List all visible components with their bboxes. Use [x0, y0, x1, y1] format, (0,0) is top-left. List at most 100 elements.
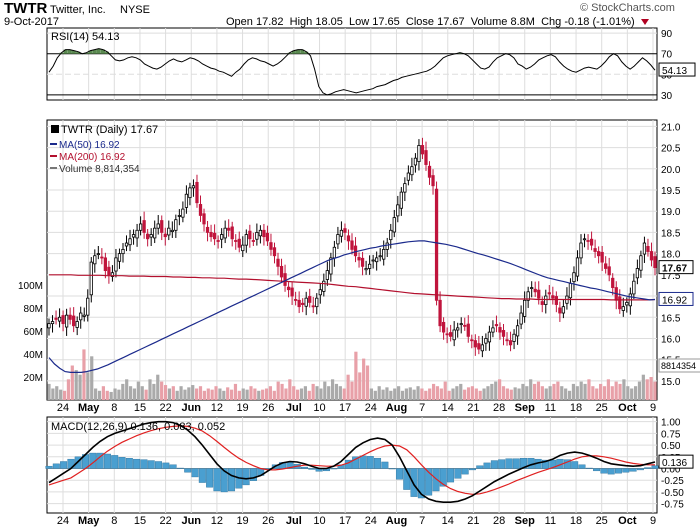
volume-bar: [296, 389, 300, 400]
volume-bar: [206, 388, 210, 400]
x-tick-label: 17: [339, 402, 351, 414]
ticker-symbol: TWTR: [4, 0, 48, 17]
volume-bar: [447, 390, 451, 400]
chart-date: 9-Oct-2017: [4, 16, 60, 28]
volume-bar: [233, 383, 238, 400]
volume-bar: [591, 386, 595, 400]
volume-bar: [171, 386, 175, 400]
x-tick-label-bottom: May: [78, 515, 100, 527]
volume-bar: [101, 386, 105, 400]
candle-body: [177, 215, 181, 217]
volume-bar: [156, 374, 160, 400]
volume-bar: [536, 381, 541, 400]
volume-bar: [109, 391, 113, 400]
volume-bar: [614, 381, 618, 400]
candle-body: [68, 314, 72, 320]
candle-body: [311, 305, 315, 308]
price-tick-label: 17.5: [661, 271, 681, 282]
macd-histogram-bar: [403, 468, 411, 490]
price-tick-label: 18.5: [661, 228, 681, 239]
candle-body: [501, 330, 506, 337]
x-tick-label-bottom: 22: [159, 515, 171, 527]
volume-bar: [51, 388, 55, 400]
candle-body: [54, 317, 58, 320]
candle-body: [459, 323, 463, 326]
volume-bar: [416, 386, 420, 400]
macd-tick-label: 0.75: [661, 429, 681, 440]
macd-histogram-bar: [162, 462, 170, 469]
macd-histogram-bar: [308, 468, 316, 470]
candle-body: [286, 286, 291, 291]
volume-bar: [532, 383, 537, 400]
volume-bar: [618, 383, 622, 400]
macd-histogram-bar: [125, 458, 133, 469]
candle-body: [79, 312, 83, 321]
volume-bar: [439, 388, 443, 400]
macd-histogram-bar: [155, 461, 163, 469]
volume-bar: [125, 379, 129, 400]
macd-histogram-bar: [191, 468, 199, 478]
macd-histogram-bar: [242, 468, 250, 486]
price-tick-label: 16.5: [661, 313, 681, 324]
candle-body: [649, 251, 654, 261]
candle-body: [174, 219, 178, 231]
volume-bar: [435, 386, 440, 400]
x-tick-label: 11: [545, 402, 556, 414]
candle-body: [258, 229, 263, 237]
volume-bar: [338, 386, 342, 400]
volume-bar: [94, 388, 98, 400]
volume-bar: [486, 386, 490, 400]
candle-body: [480, 344, 484, 352]
x-tick-label: 9: [650, 402, 656, 414]
volume-bar: [245, 389, 249, 400]
candle-body: [336, 234, 340, 245]
volume-bar: [622, 379, 626, 400]
macd-histogram-bar: [541, 459, 549, 469]
candle-body: [600, 251, 604, 263]
volume-bar: [74, 370, 78, 400]
candle-body: [237, 238, 241, 248]
macd-histogram-bar: [651, 465, 659, 469]
macd-histogram-bar: [454, 468, 462, 479]
x-tick-label-bottom: 12: [211, 515, 223, 527]
rsi-line: [48, 48, 656, 96]
macd-tick-label: -0.25: [661, 476, 684, 487]
volume-bar: [389, 390, 393, 400]
candle-body: [276, 258, 280, 267]
ma200-line: [49, 274, 656, 301]
candle-body: [156, 223, 160, 229]
candle-body: [322, 280, 326, 292]
macd-histogram-bar: [111, 455, 119, 469]
candle-body: [364, 268, 368, 271]
macd-histogram-bar: [417, 468, 425, 499]
volume-bar: [556, 381, 560, 400]
volume-bar: [412, 389, 416, 400]
candle-body: [153, 227, 157, 239]
volume-value: 8.8M: [510, 16, 535, 28]
candle-body: [491, 327, 495, 333]
candle-body: [360, 257, 365, 267]
volume-bar: [187, 387, 191, 400]
candle-body: [131, 234, 136, 238]
candle-body: [124, 242, 129, 247]
candle-body: [103, 257, 108, 272]
candle-body: [72, 315, 76, 327]
x-tick-label-bottom: 26: [262, 515, 274, 527]
x-tick-label: 7: [419, 402, 425, 414]
volume-bar: [501, 386, 506, 400]
volume-bar: [140, 386, 144, 400]
macd-tick-label: 1.00: [661, 418, 681, 429]
candle-body: [533, 288, 537, 293]
candle-body: [117, 253, 122, 262]
candle-body: [367, 263, 372, 269]
candle-body: [611, 277, 615, 288]
volume-bar: [400, 390, 405, 400]
volume-bar: [311, 383, 315, 400]
candle-body: [220, 234, 224, 240]
volume-bar: [132, 388, 137, 400]
candle-body: [353, 245, 358, 257]
volume-bar: [587, 379, 591, 400]
volume-bar: [264, 388, 269, 400]
macd-histogram-bar: [432, 468, 440, 492]
volume-bar: [521, 383, 525, 400]
